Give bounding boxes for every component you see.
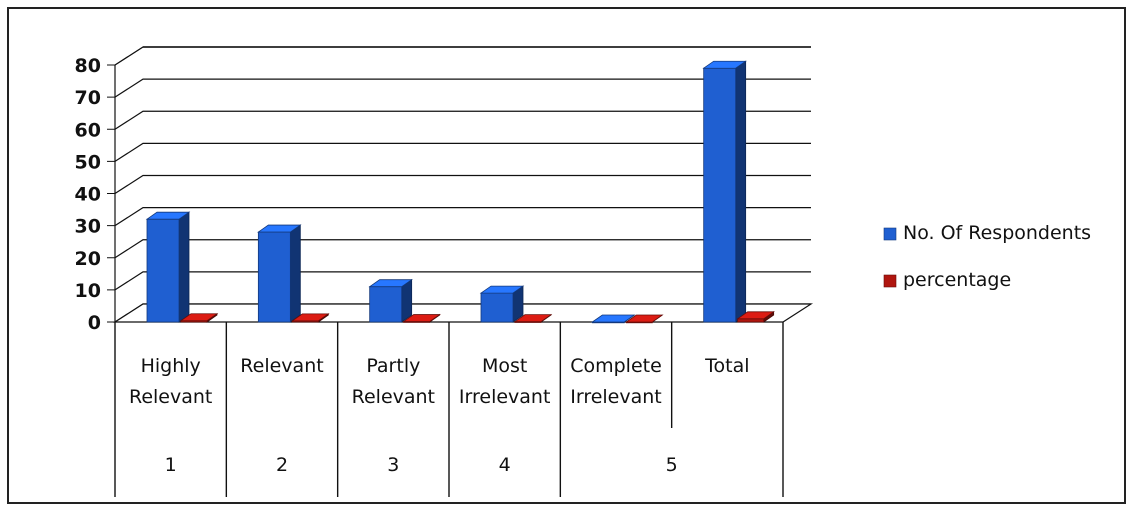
bar-respondents [480,292,514,323]
group-label: 2 [276,454,288,476]
bar-respondents-top [145,211,191,220]
legend-swatch [883,274,897,288]
gridline [114,271,811,291]
bar-percentage-top [179,313,219,322]
bar-respondents-top [257,224,302,233]
category-label: Most [482,355,527,377]
bar-percentage-top [513,314,553,323]
gridline [114,239,811,259]
bar-percentage [737,318,765,323]
bar-respondents-top [479,285,525,294]
group-label: 5 [666,454,678,476]
bar-percentage-top [402,314,441,322]
bar-respondents-top [591,314,636,323]
y-tick-label: 50 [75,151,101,173]
category-label: Relevant [129,386,212,408]
bar-respondents-side [289,224,301,323]
bar-respondents-top [368,279,413,288]
y-tick-label: 80 [75,55,101,77]
bar-respondents [146,218,180,323]
y-tick-label: 10 [75,280,101,302]
category-label: Irrelevant [459,386,551,408]
gridline [114,78,811,98]
y-tick-label: 70 [75,87,101,109]
y-tick-label: 20 [75,248,101,270]
category-label: Complete [570,355,662,377]
category-label: Relevant [240,355,323,377]
group-label: 3 [387,454,399,476]
legend-label: percentage [903,269,1011,291]
y-tick-label: 0 [88,312,101,334]
legend-label: No. Of Respondents [903,222,1091,244]
bar-respondents-side [735,60,747,323]
category-label: Partly [366,355,420,377]
gridline [114,46,811,66]
y-tick-label: 30 [75,216,101,238]
bar-respondents [257,231,291,323]
chart-outer-border [7,7,1126,504]
gridline [114,174,811,195]
gridline [114,110,811,130]
y-tick-label: 60 [75,119,101,141]
category-label: Total [704,355,749,377]
bar-respondents-side [178,211,190,323]
bar-respondents-top [702,60,747,69]
bar-percentage-top [291,313,330,322]
bar-respondents [369,286,403,323]
group-label: 1 [165,454,177,476]
legend-swatch [883,227,897,241]
category-label: Highly [141,355,201,377]
gridline [114,142,811,162]
bar-percentage-top [736,311,775,320]
gridline [114,207,811,227]
bar-respondents [703,67,737,323]
y-tick-label: 40 [75,184,101,206]
category-label: Relevant [352,386,435,408]
bar-percentage-top [625,314,664,323]
category-label: Irrelevant [570,386,662,408]
group-label: 4 [499,454,511,476]
